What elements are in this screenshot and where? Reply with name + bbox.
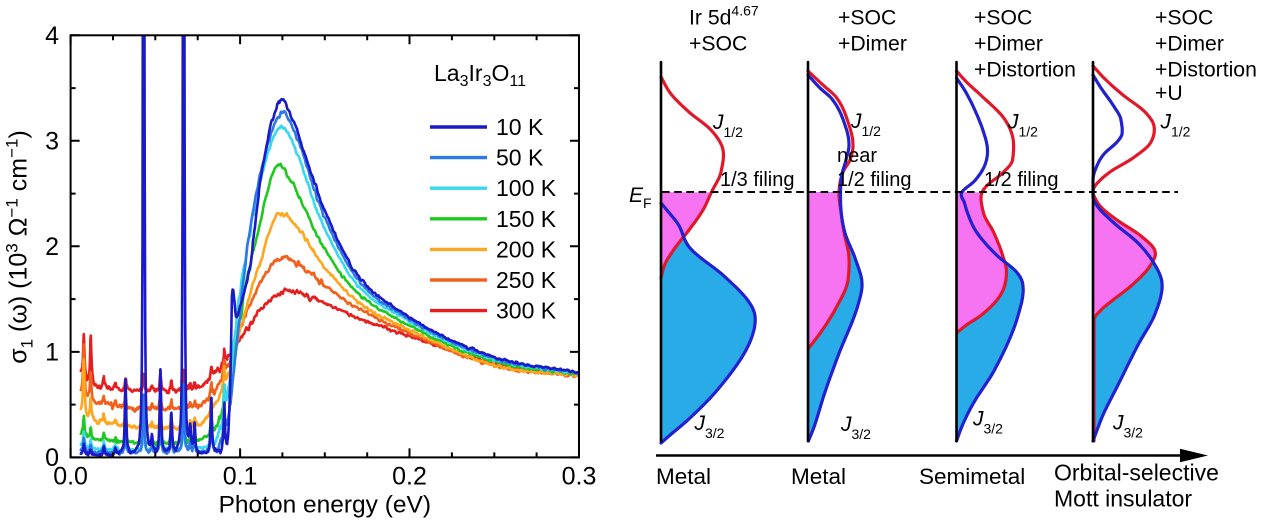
svg-text:100 K: 100 K <box>496 175 557 201</box>
svg-text:1: 1 <box>45 339 59 367</box>
svg-text:+Distortion: +Distortion <box>1155 58 1257 81</box>
svg-text:4: 4 <box>45 22 59 50</box>
svg-text:+U: +U <box>1155 82 1183 105</box>
svg-text:1/2 filing: 1/2 filing <box>837 169 912 191</box>
svg-text:Mott insulator: Mott insulator <box>1054 486 1192 512</box>
svg-text:+Dimer: +Dimer <box>838 33 907 56</box>
svg-text:+Dimer: +Dimer <box>1155 33 1224 56</box>
svg-text:near: near <box>837 145 877 167</box>
svg-text:+Dimer: +Dimer <box>974 33 1043 56</box>
svg-text:Metal: Metal <box>656 464 711 489</box>
svg-text:3: 3 <box>45 128 59 156</box>
svg-text:200 K: 200 K <box>496 236 557 262</box>
svg-text:0.3: 0.3 <box>562 463 597 491</box>
svg-text:+SOC: +SOC <box>689 33 747 56</box>
svg-text:Orbital-selective: Orbital-selective <box>1054 460 1219 486</box>
svg-text:0.2: 0.2 <box>392 463 427 491</box>
svg-text:+SOC: +SOC <box>974 7 1032 30</box>
svg-text:Semimetal: Semimetal <box>919 464 1025 489</box>
svg-text:2: 2 <box>45 233 59 261</box>
svg-text:1/2 filing: 1/2 filing <box>984 169 1059 191</box>
svg-text:250 K: 250 K <box>496 267 557 293</box>
svg-text:+SOC: +SOC <box>1155 7 1213 30</box>
svg-text:0: 0 <box>45 444 59 472</box>
svg-text:10 K: 10 K <box>496 114 544 140</box>
svg-text:50 K: 50 K <box>496 145 544 171</box>
svg-text:Metal: Metal <box>791 464 846 489</box>
svg-text:150 K: 150 K <box>496 206 557 232</box>
svg-text:0.1: 0.1 <box>223 463 258 491</box>
svg-text:300 K: 300 K <box>496 298 557 324</box>
svg-text:0.0: 0.0 <box>53 463 88 491</box>
svg-text:+Distortion: +Distortion <box>974 58 1076 81</box>
svg-text:σ1 (ω) (103 Ω−1 cm−1): σ1 (ω) (103 Ω−1 cm−1) <box>3 130 37 364</box>
svg-text:+SOC: +SOC <box>838 7 896 30</box>
svg-text:1/3 filing: 1/3 filing <box>720 169 795 191</box>
svg-text:Photon energy (eV): Photon energy (eV) <box>219 492 431 519</box>
